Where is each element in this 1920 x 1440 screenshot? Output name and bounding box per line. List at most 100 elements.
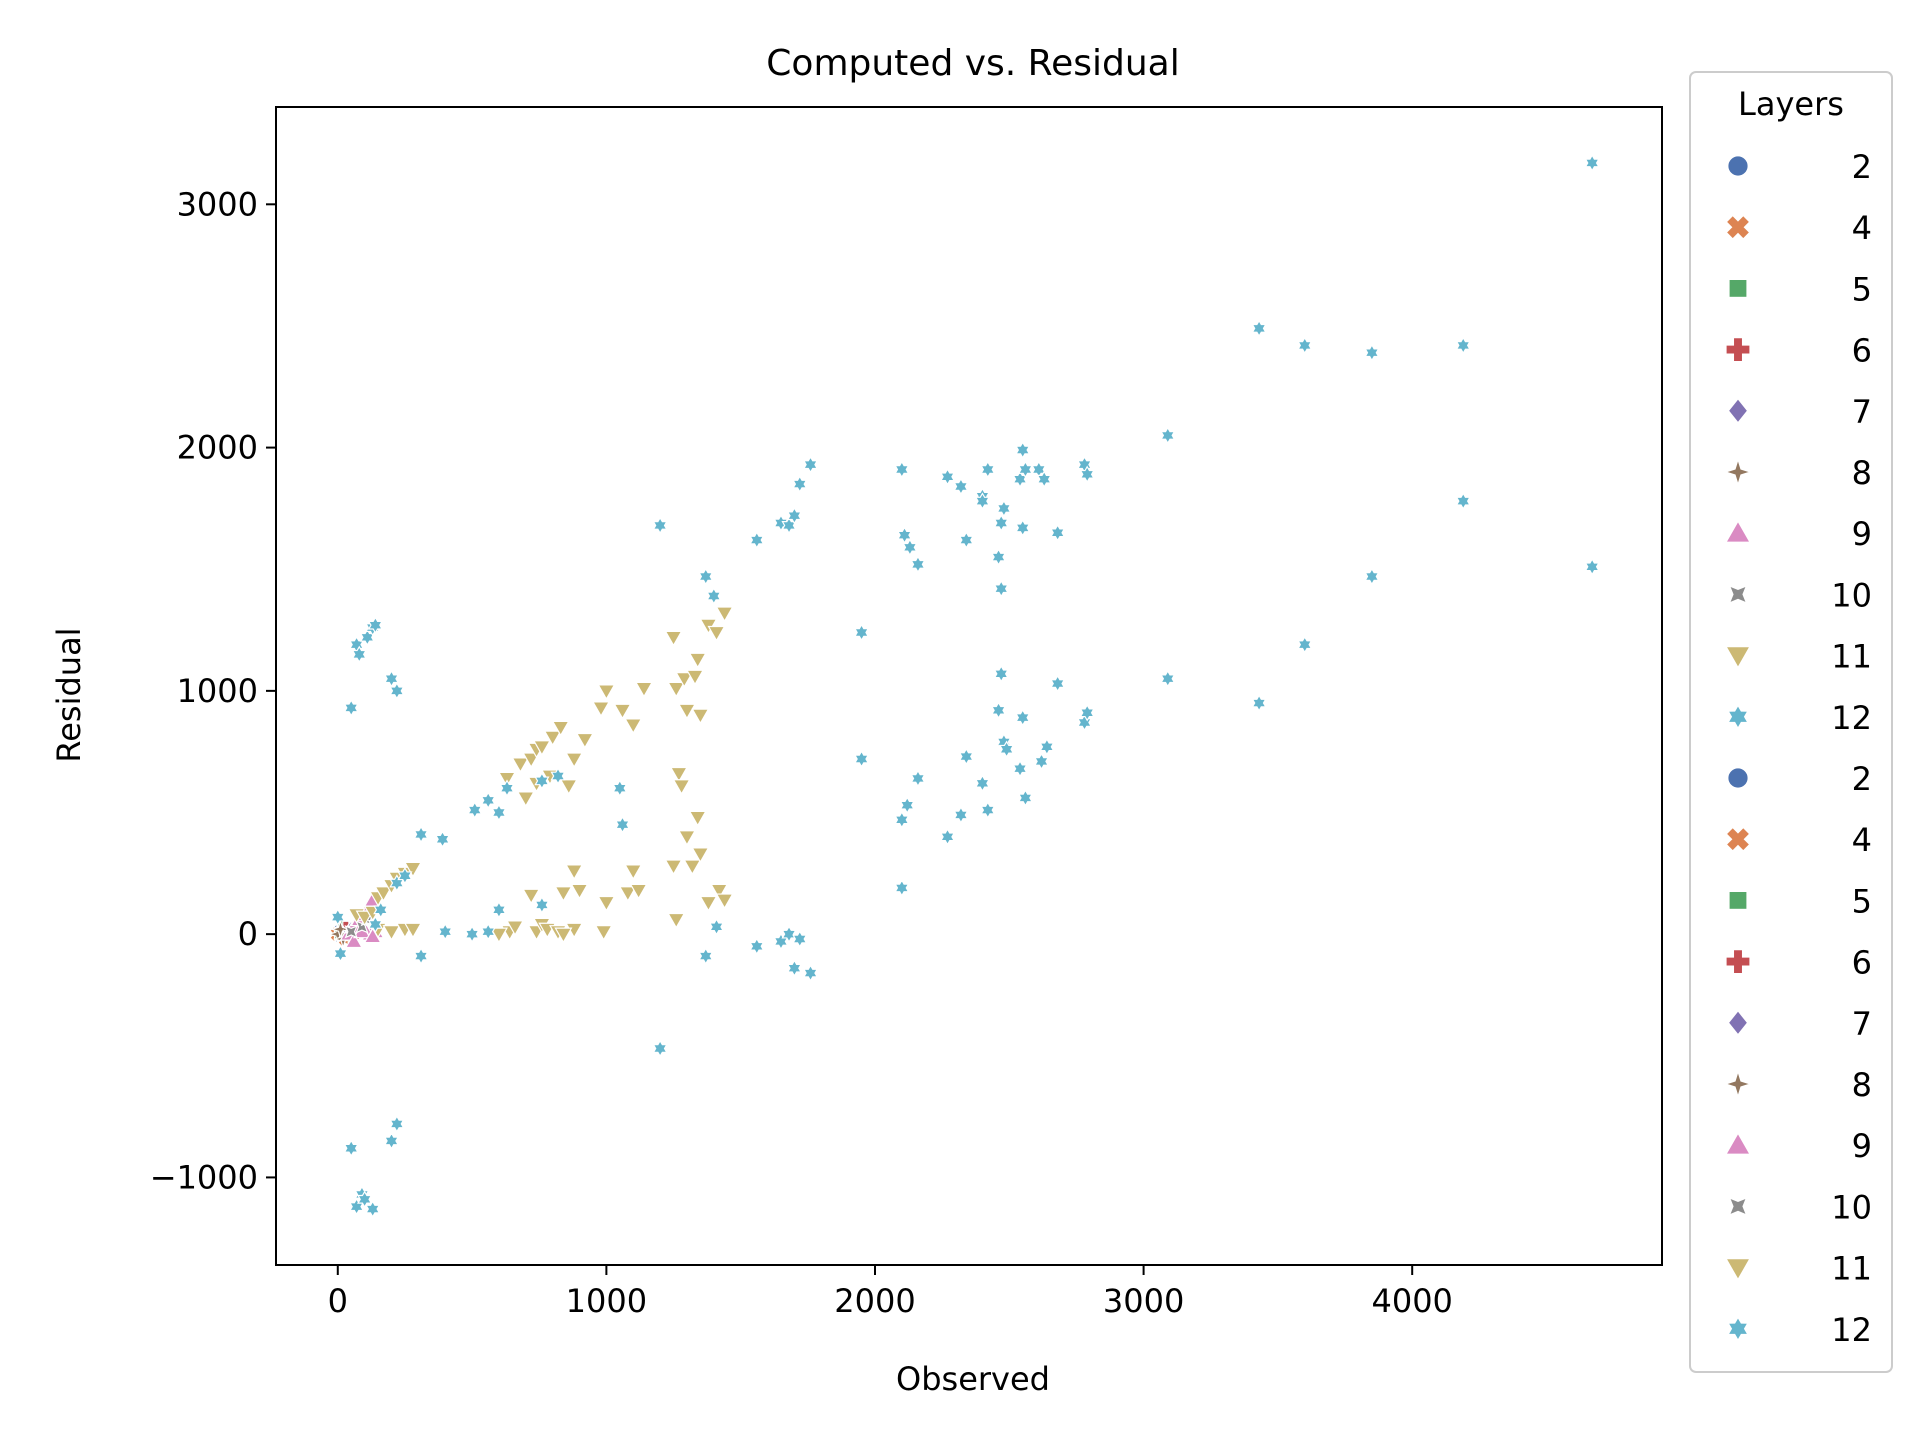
data-point — [1160, 426, 1176, 445]
legend-marker — [1727, 1009, 1749, 1036]
data-point — [365, 1200, 381, 1218]
data-point — [559, 779, 578, 795]
data-point — [1160, 669, 1176, 688]
legend-entry: 5 — [1728, 882, 1872, 920]
legend-label: 12 — [1831, 699, 1872, 737]
legend-marker — [1727, 155, 1749, 177]
data-point — [332, 944, 349, 963]
legend-label: 7 — [1852, 393, 1872, 431]
legend-marker-shape — [1725, 214, 1751, 240]
data-point — [691, 708, 710, 725]
y-tick-label: −1000 — [150, 1158, 258, 1196]
data-point — [624, 718, 643, 735]
data-point — [516, 791, 535, 808]
data-point — [710, 883, 729, 900]
data-point — [990, 548, 1007, 566]
data-point — [688, 652, 707, 669]
data-point — [467, 801, 483, 819]
data-point — [691, 847, 710, 864]
data-point — [786, 959, 803, 977]
legend-label: 10 — [1831, 576, 1872, 614]
data-point — [677, 703, 696, 720]
data-point — [344, 932, 363, 949]
data-point — [1251, 694, 1267, 712]
data-point — [437, 922, 453, 941]
legend-entry: 6 — [1725, 944, 1872, 982]
data-point — [1079, 465, 1095, 484]
data-point — [910, 555, 926, 574]
legend-label: 8 — [1852, 454, 1872, 492]
legend-label: 12 — [1831, 1311, 1872, 1349]
data-point — [996, 499, 1012, 518]
data-point — [629, 883, 648, 900]
data-point — [688, 810, 707, 827]
data-point — [506, 920, 525, 937]
data-point — [383, 669, 400, 688]
data-point — [1455, 492, 1471, 510]
data-point — [367, 616, 384, 634]
legend-marker — [1724, 1258, 1752, 1281]
data-point — [652, 1039, 668, 1058]
data-point — [480, 922, 496, 941]
data-point — [953, 806, 969, 824]
legend-label: 11 — [1831, 1250, 1872, 1288]
legend-entry: 5 — [1728, 270, 1872, 308]
data-point — [613, 703, 632, 720]
legend-marker — [1725, 214, 1751, 240]
legend-entry: 9 — [1724, 515, 1872, 553]
x-tick-label: 0 — [328, 1282, 348, 1320]
data-point — [565, 864, 584, 881]
legend-label: 9 — [1852, 515, 1872, 553]
legend-label: 6 — [1852, 332, 1872, 370]
legend-label: 10 — [1831, 1188, 1872, 1226]
legend-marker — [1724, 519, 1752, 543]
data-point — [993, 514, 1009, 532]
plot-points — [327, 154, 1600, 1218]
data-point — [698, 567, 714, 586]
legend: Layers 2 4 5 6 7 8 9 10 11 12 2 4 5 6 7 8 9 10 11 12 — [1689, 71, 1893, 1373]
legend-marker — [1727, 704, 1749, 730]
data-point — [749, 531, 765, 549]
legend-marker — [1724, 646, 1752, 669]
legend-marker — [1725, 949, 1751, 975]
legend-marker — [1727, 397, 1749, 424]
legend-label: 9 — [1852, 1127, 1872, 1165]
data-point — [749, 937, 765, 956]
legend-entry: 7 — [1727, 393, 1872, 431]
data-point — [1012, 759, 1028, 778]
data-point — [618, 886, 637, 902]
x-tick-label: 4000 — [1371, 1282, 1452, 1320]
data-point — [355, 910, 374, 927]
data-point — [974, 492, 991, 510]
y-tick-label: 2000 — [177, 429, 258, 467]
data-point — [894, 460, 910, 479]
y-axis: −1000 0 1000 2000 3000 — [150, 185, 276, 1196]
data-point — [614, 815, 631, 834]
data-point — [551, 720, 570, 737]
legend-label: 5 — [1852, 882, 1872, 920]
legend-entry: 2 — [1727, 760, 1872, 798]
legend-marker — [1723, 457, 1753, 487]
data-point — [534, 896, 550, 914]
y-axis-label: Residual — [50, 627, 88, 762]
data-point — [990, 701, 1007, 720]
data-point — [413, 825, 429, 844]
data-point — [397, 866, 413, 885]
data-point — [980, 801, 996, 819]
data-point — [1015, 708, 1031, 727]
legend-entry: 6 — [1725, 332, 1872, 370]
data-point — [403, 922, 423, 939]
data-point — [344, 924, 358, 939]
data-point — [664, 859, 683, 876]
legend-entry: 4 — [1725, 209, 1872, 247]
legend-marker — [1723, 1069, 1753, 1099]
data-point — [634, 681, 654, 698]
data-point — [993, 579, 1009, 598]
data-point — [534, 772, 550, 790]
data-point — [403, 861, 423, 878]
data-point — [706, 587, 722, 605]
data-point — [550, 767, 566, 785]
data-point — [491, 901, 507, 919]
data-point — [1584, 154, 1600, 172]
